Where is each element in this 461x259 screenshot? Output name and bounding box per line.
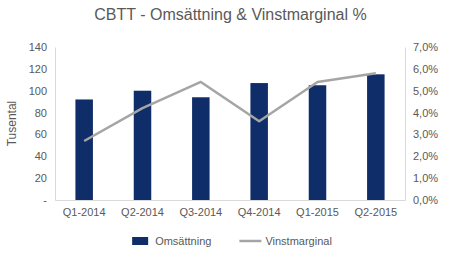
legend-swatch bbox=[239, 240, 261, 243]
legend-label: Omsättning bbox=[155, 235, 211, 247]
legend-swatch bbox=[132, 237, 148, 245]
x-axis: Q1-2014 Q2-2014 Q3-2014 Q4-2014 Q1-2015 Q2-20… bbox=[56, 200, 406, 218]
bar bbox=[250, 83, 268, 200]
y-tick-label: 100 bbox=[29, 85, 47, 97]
x-tick: Q2-2014 bbox=[121, 200, 164, 218]
x-tick-label: Q1-2014 bbox=[63, 206, 106, 218]
y-tick-label: - bbox=[43, 194, 47, 206]
y2-tick: 6,0% bbox=[405, 63, 438, 75]
y2-tick-label: 5,0% bbox=[413, 85, 438, 97]
chart: CBTT - Omsättning & Vinstmarginal % - 20 40… bbox=[0, 0, 461, 259]
y-axis: - 20 40 60 80 100 120 140 bbox=[29, 41, 56, 206]
x-tick-label: Q2-2015 bbox=[354, 206, 397, 218]
x-tick-label: Q1-2015 bbox=[296, 206, 339, 218]
y-tick: 60 bbox=[35, 128, 55, 140]
x-tick-label: Q4-2014 bbox=[238, 206, 281, 218]
y-tick: 140 bbox=[29, 41, 55, 53]
y2-axis: 0,0% 1,0% 2,0% 3,0% 4,0% 5,0% 6,0% 7,0% bbox=[405, 41, 438, 206]
y2-tick-label: 0,0% bbox=[413, 194, 438, 206]
y2-tick: 1,0% bbox=[405, 172, 438, 184]
y-tick-label: 60 bbox=[35, 128, 47, 140]
legend-item: Vinstmarginal bbox=[239, 235, 331, 247]
y2-tick: 7,0% bbox=[405, 41, 438, 53]
y-tick: 120 bbox=[29, 63, 55, 75]
y-tick-label: 40 bbox=[35, 150, 47, 162]
y-tick: 80 bbox=[35, 107, 55, 119]
bar bbox=[75, 99, 93, 200]
x-tick: Q3-2014 bbox=[179, 200, 222, 218]
y2-tick-label: 1,0% bbox=[413, 172, 438, 184]
x-tick: Q1-2014 bbox=[63, 200, 106, 218]
y2-tick-label: 3,0% bbox=[413, 128, 438, 140]
y2-tick: 2,0% bbox=[405, 150, 438, 162]
bar-series bbox=[75, 74, 384, 200]
y2-tick-label: 4,0% bbox=[413, 107, 438, 119]
y-tick: 20 bbox=[35, 172, 55, 184]
line bbox=[84, 73, 376, 141]
y2-tick-label: 2,0% bbox=[413, 150, 438, 162]
title: CBTT - Omsättning & Vinstmarginal % bbox=[94, 6, 366, 23]
y2-tick: 5,0% bbox=[405, 85, 438, 97]
y2-axis-line bbox=[405, 48, 406, 201]
y2-tick-label: 7,0% bbox=[413, 41, 438, 53]
legend: Omsättning Vinstmarginal bbox=[132, 235, 332, 247]
marks bbox=[75, 73, 384, 200]
y-tick-label: 120 bbox=[29, 63, 47, 75]
plot: - 20 40 60 80 100 120 140 0,0% 1,0% 2,0% 3,0% 4,0% 5,… bbox=[29, 41, 439, 218]
x-tick-label: Q3-2014 bbox=[179, 206, 222, 218]
x-tick: Q4-2014 bbox=[238, 200, 281, 218]
bar bbox=[309, 85, 327, 200]
legend-label: Vinstmarginal bbox=[265, 235, 331, 247]
y-tick: 100 bbox=[29, 85, 55, 97]
y-tick: - bbox=[43, 194, 55, 206]
bar bbox=[367, 74, 385, 200]
y2-tick-label: 6,0% bbox=[413, 63, 438, 75]
x-tick-label: Q2-2014 bbox=[121, 206, 164, 218]
y-tick-label: 80 bbox=[35, 107, 47, 119]
y-axis-title: Tusental bbox=[5, 101, 19, 147]
y-tick: 40 bbox=[35, 150, 55, 162]
bar bbox=[192, 97, 210, 200]
y2-tick: 0,0% bbox=[405, 194, 438, 206]
y-tick-label: 20 bbox=[35, 172, 47, 184]
x-tick: Q1-2015 bbox=[296, 200, 339, 218]
y-tick-label: 140 bbox=[29, 41, 47, 53]
y-axis-line bbox=[55, 48, 56, 201]
legend-item: Omsättning bbox=[132, 235, 211, 247]
x-axis-line bbox=[56, 200, 406, 201]
y2-tick: 4,0% bbox=[405, 107, 438, 119]
y2-tick: 3,0% bbox=[405, 128, 438, 140]
x-tick: Q2-2015 bbox=[354, 200, 397, 218]
